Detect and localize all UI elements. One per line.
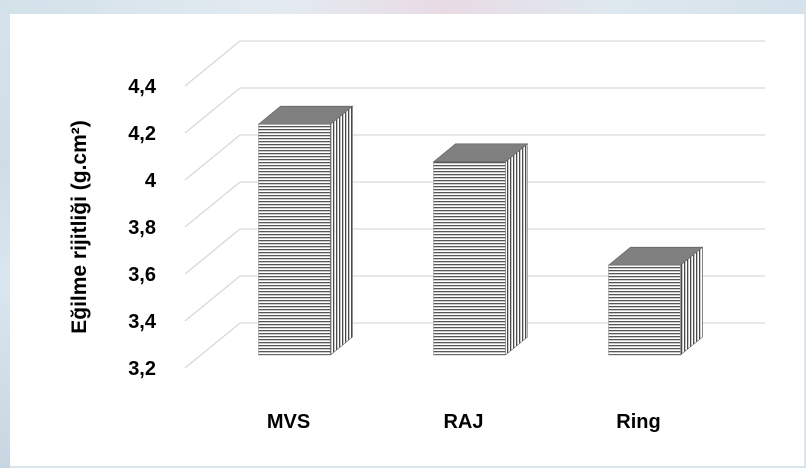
background-strip-left (0, 0, 10, 468)
bar-raj-front (433, 161, 506, 356)
y-tick-label: 4,4 (128, 76, 157, 98)
gridline-depth (184, 322, 241, 369)
bar-raj-side (505, 143, 528, 356)
bar-mvs-front (258, 123, 331, 356)
bar-raj-top (432, 143, 529, 163)
bar-mvs-side (330, 105, 353, 356)
background-strip-top (0, 0, 806, 14)
x-tick-label: MVS (267, 411, 310, 433)
x-tick-labels: MVS RAJ Ring (267, 411, 661, 433)
y-tick-label: 4,2 (128, 123, 156, 145)
y-tick-labels: 3,2 3,4 3,6 3,8 4 4,2 4,4 (128, 76, 157, 380)
y-tick-label: 3,8 (128, 217, 156, 239)
x-tick-label: RAJ (443, 411, 483, 433)
gridline-depth (184, 181, 241, 228)
y-tick-label: 4 (145, 170, 157, 192)
gridline-depth (184, 134, 241, 181)
gridline-depth (184, 87, 241, 134)
bar-ring-side (680, 246, 703, 356)
y-tick-label: 3,2 (128, 358, 156, 380)
bars (257, 105, 704, 356)
y-tick-label: 3,4 (128, 311, 157, 333)
bar-ring-top (607, 246, 704, 266)
gridline-depth (184, 40, 241, 87)
bar-ring-front (608, 264, 681, 356)
gridline-depth (184, 275, 241, 322)
bar-mvs-top (257, 105, 354, 125)
gridline-depth (184, 228, 241, 275)
x-tick-label: Ring (616, 411, 660, 433)
y-tick-label: 3,6 (128, 264, 156, 286)
y-axis-label: Eğilme rijitliği (g.cm²) (68, 120, 91, 334)
